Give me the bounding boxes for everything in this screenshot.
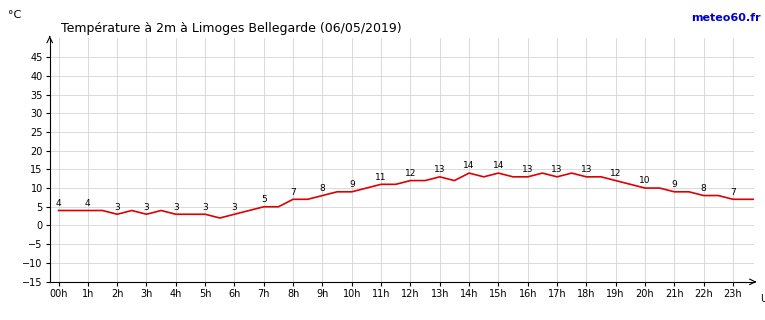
Text: 7: 7 <box>730 188 736 197</box>
Text: 10: 10 <box>640 176 651 186</box>
Text: 3: 3 <box>114 203 120 212</box>
Text: 13: 13 <box>581 165 592 174</box>
Text: 9: 9 <box>349 180 355 189</box>
Text: UTC: UTC <box>760 294 765 304</box>
Text: 11: 11 <box>376 173 387 182</box>
Text: 5: 5 <box>261 195 267 204</box>
Text: 3: 3 <box>202 203 208 212</box>
Text: 3: 3 <box>232 203 237 212</box>
Text: 8: 8 <box>701 184 707 193</box>
Text: 14: 14 <box>493 162 504 171</box>
Text: Température à 2m à Limoges Bellegarde (06/05/2019): Température à 2m à Limoges Bellegarde (0… <box>61 22 402 36</box>
Text: 4: 4 <box>85 199 91 208</box>
Text: 4: 4 <box>56 199 61 208</box>
Text: 3: 3 <box>144 203 149 212</box>
Text: 8: 8 <box>320 184 325 193</box>
Text: 13: 13 <box>434 165 445 174</box>
Text: 9: 9 <box>672 180 677 189</box>
Text: °C: °C <box>8 10 21 20</box>
Text: meteo60.fr: meteo60.fr <box>692 13 761 23</box>
Text: 12: 12 <box>610 169 621 178</box>
Text: 7: 7 <box>290 188 296 197</box>
Text: 13: 13 <box>522 165 533 174</box>
Text: 12: 12 <box>405 169 416 178</box>
Text: 3: 3 <box>173 203 179 212</box>
Text: 13: 13 <box>552 165 563 174</box>
Text: 14: 14 <box>464 162 475 171</box>
